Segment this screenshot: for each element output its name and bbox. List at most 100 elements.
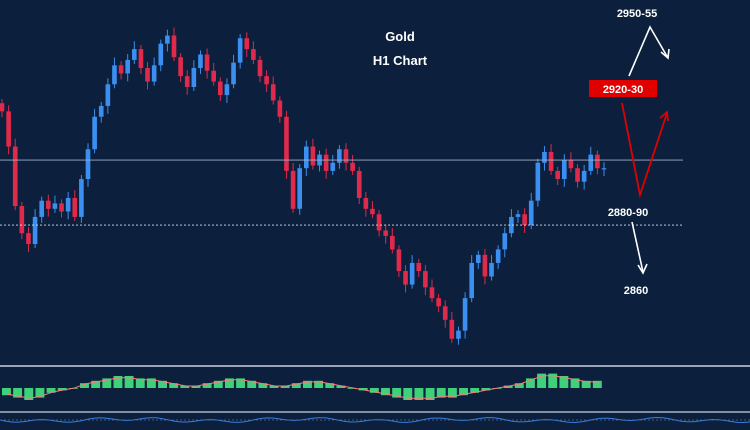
candle-body	[65, 197, 71, 212]
macd-bar	[258, 383, 268, 388]
candles	[0, 27, 607, 345]
macd-bar	[280, 385, 290, 388]
candle-body	[72, 197, 78, 217]
candle-body	[502, 233, 508, 250]
candle-body	[277, 100, 283, 117]
macd-bar	[347, 388, 357, 389]
candle-body	[429, 287, 435, 299]
candle-body	[337, 149, 342, 163]
candle-body	[323, 154, 329, 171]
candle-body	[12, 146, 18, 207]
candle-body	[469, 262, 475, 299]
macd-bar	[592, 380, 602, 388]
macd-bar	[224, 378, 234, 388]
candle-body	[79, 179, 84, 217]
candle-body	[515, 214, 521, 217]
macd-bar	[514, 383, 524, 388]
candle-body	[251, 49, 256, 60]
candle-body	[601, 168, 607, 170]
candle-body	[456, 330, 461, 339]
correction-arrow-head	[659, 110, 669, 122]
macd-bar	[392, 388, 402, 398]
macd-bar	[35, 388, 45, 398]
macd-bar	[135, 378, 145, 388]
candle-body	[509, 216, 514, 234]
macd-bar	[503, 385, 513, 388]
macd-bar	[169, 383, 179, 388]
candle-body	[118, 65, 124, 74]
candle-body	[409, 262, 415, 285]
candle-body	[264, 76, 269, 85]
macd-bar	[314, 380, 324, 388]
candle-body	[542, 151, 547, 163]
candle-body	[39, 200, 45, 217]
macd-bar	[303, 380, 312, 388]
candle-body	[191, 68, 197, 87]
candle-body	[165, 35, 170, 44]
macd-bar	[381, 388, 390, 396]
candle-body	[112, 65, 117, 85]
candle-body	[19, 206, 25, 234]
candle-body	[224, 84, 230, 96]
macd-bar	[470, 388, 480, 393]
candle-body	[462, 298, 468, 331]
macd-bar	[146, 378, 156, 388]
macd-bar	[525, 378, 535, 388]
candle-body	[0, 103, 5, 112]
candle-body	[198, 54, 203, 69]
macd-bar	[358, 388, 368, 391]
candle-body	[105, 84, 111, 106]
macd-bar	[581, 380, 591, 388]
candle-body	[85, 149, 91, 180]
resistance-zone-label: 2920-30	[603, 84, 643, 96]
candle-body	[297, 168, 303, 209]
candle-body	[310, 146, 316, 166]
macd-bar	[57, 388, 67, 391]
candle-body	[6, 111, 11, 147]
chart-title: Gold	[385, 29, 415, 44]
support-zone-label: 2880-90	[608, 207, 648, 219]
macd-bar	[537, 373, 547, 388]
candle-body	[396, 249, 402, 272]
candle-body	[588, 154, 594, 171]
macd-bar	[80, 383, 89, 388]
candle-body	[290, 170, 296, 209]
candle-body	[184, 76, 190, 87]
candle-body	[522, 214, 527, 226]
macd-bar	[559, 376, 569, 388]
candle-body	[436, 298, 441, 307]
up-path-arrow	[628, 25, 669, 77]
candle-body	[231, 62, 236, 85]
candle-body	[495, 249, 501, 263]
macd-bar	[269, 385, 279, 388]
macd-bar	[548, 373, 558, 388]
candle-body	[45, 200, 51, 209]
candle-body	[171, 35, 177, 58]
up-arrow-head	[660, 48, 670, 60]
candle-body	[561, 160, 567, 180]
candle-body	[237, 38, 243, 63]
candle-body	[125, 59, 131, 74]
macd-bar	[336, 385, 346, 388]
candle-body	[568, 160, 574, 169]
macd-bar	[291, 383, 301, 388]
candle-body	[350, 162, 355, 171]
macd-bar	[91, 380, 101, 388]
macd-signal-line	[7, 375, 599, 399]
macd-bar	[13, 388, 23, 398]
candle-body	[416, 262, 422, 272]
candle-body	[32, 216, 38, 244]
macd-bar	[24, 388, 34, 400]
candle-body	[204, 54, 210, 71]
candle-body	[575, 168, 580, 182]
macd-bar	[158, 380, 167, 388]
candle-body	[26, 233, 31, 244]
candle-body	[284, 116, 289, 171]
candle-body	[59, 203, 64, 212]
candle-body	[98, 105, 104, 117]
candle-body	[389, 235, 395, 250]
bullish-path-arrows	[628, 25, 670, 275]
macd-bar	[403, 388, 413, 400]
